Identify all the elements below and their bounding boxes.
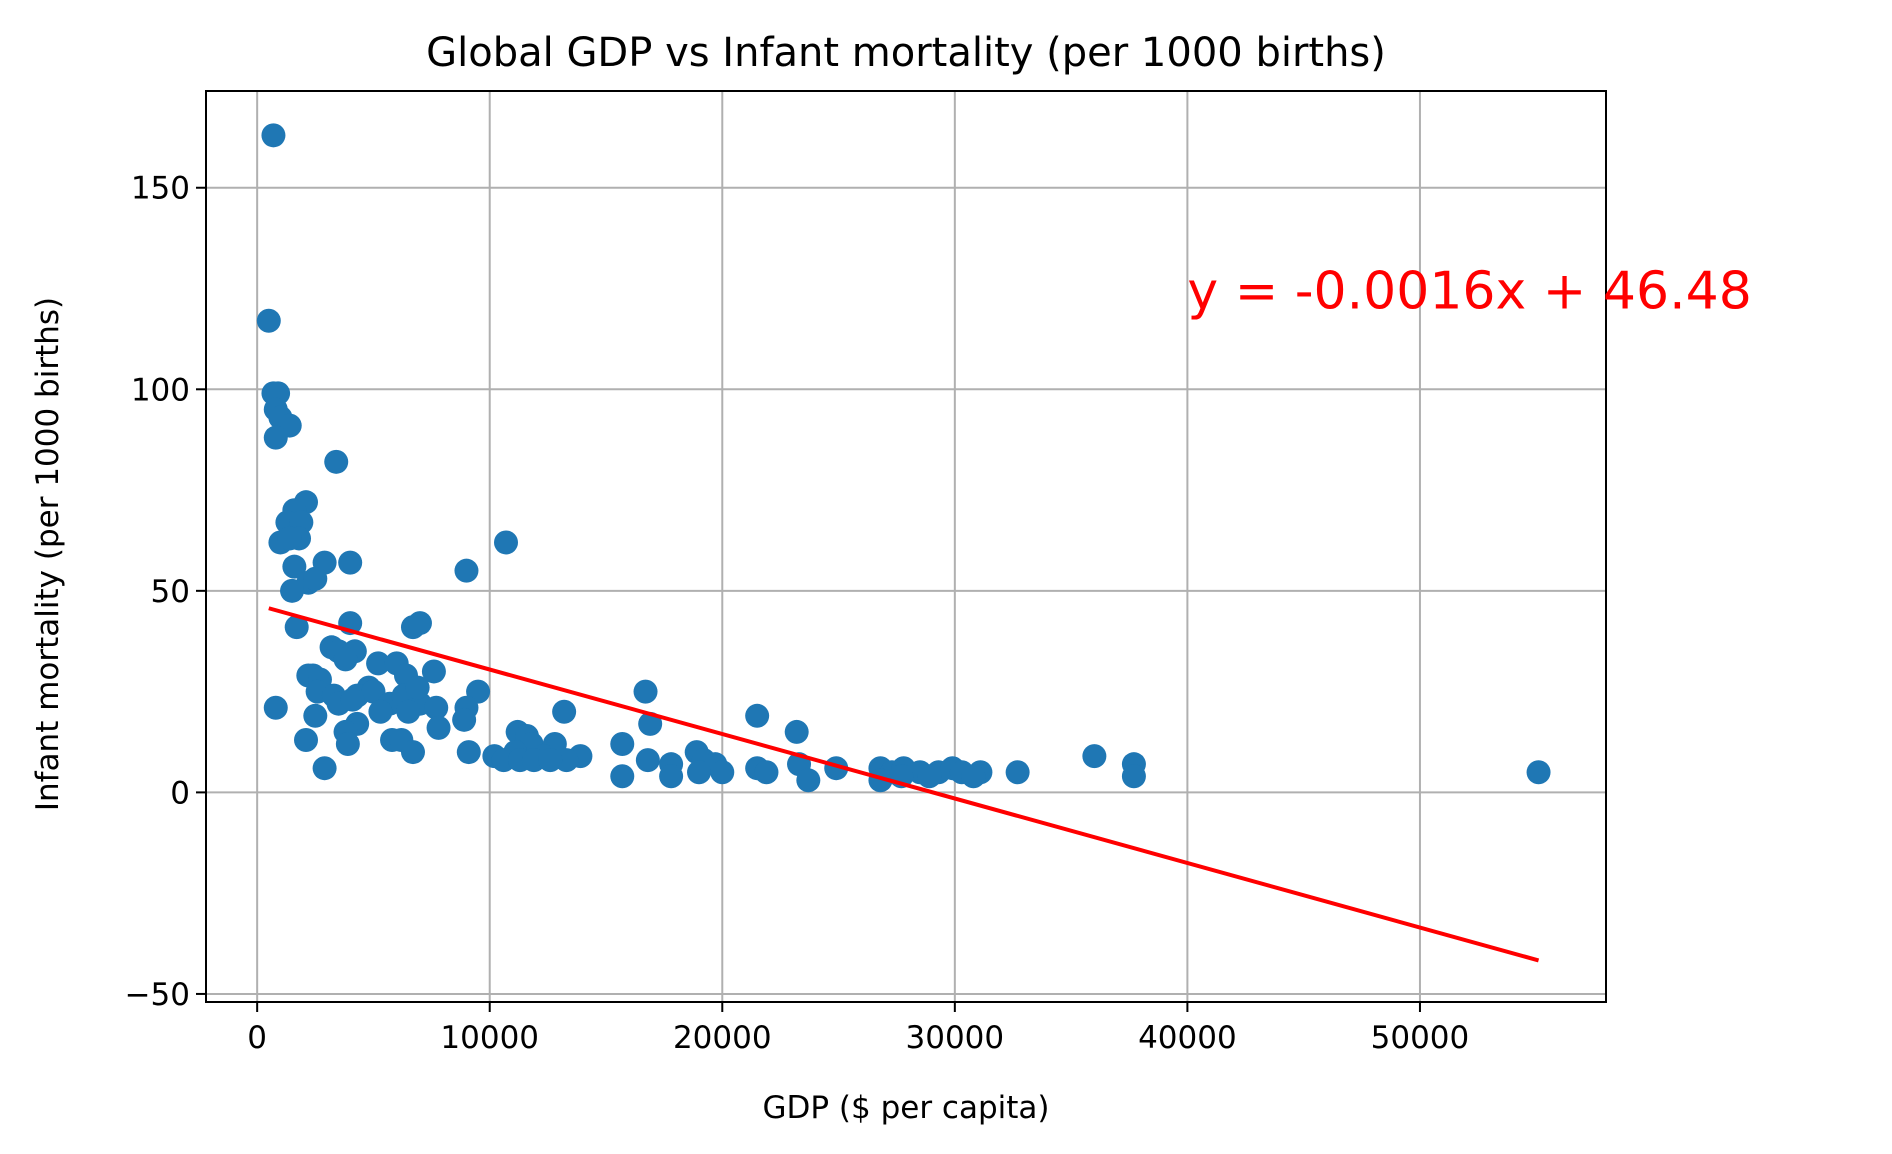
data-point xyxy=(426,715,451,740)
data-point xyxy=(256,308,281,333)
regression-line-layer xyxy=(268,606,1540,963)
y-axis-ticks: −50 0 50 100 150 xyxy=(125,171,206,1013)
x-axis-label: GDP ($ per capita) xyxy=(762,1090,1049,1126)
data-point xyxy=(366,651,391,676)
data-point xyxy=(424,695,449,720)
y-tick-label: 50 xyxy=(151,574,190,610)
data-point xyxy=(335,732,360,757)
data-point xyxy=(263,695,288,720)
data-point xyxy=(633,679,658,704)
data-point xyxy=(294,727,318,752)
data-point xyxy=(745,703,770,728)
data-point xyxy=(282,554,307,579)
data-point xyxy=(1082,744,1107,769)
data-point xyxy=(784,719,809,744)
plot-frame xyxy=(205,90,1607,1003)
data-point xyxy=(303,703,328,728)
data-point xyxy=(400,740,425,765)
data-point xyxy=(368,699,393,724)
data-point xyxy=(1526,760,1551,785)
data-point xyxy=(710,760,735,785)
y-tick-label: 100 xyxy=(131,372,190,408)
data-points xyxy=(256,123,1551,793)
data-point xyxy=(303,566,328,591)
data-point xyxy=(452,707,477,732)
data-point xyxy=(324,449,349,474)
x-tick-label: 0 xyxy=(247,1020,267,1056)
data-point xyxy=(610,732,635,757)
x-tick-label: 50000 xyxy=(1371,1020,1470,1056)
x-tick-label: 20000 xyxy=(673,1020,772,1056)
data-point xyxy=(638,711,663,736)
data-point xyxy=(635,748,660,773)
regression-equation-label: y = -0.0016x + 46.48 xyxy=(1187,262,1751,322)
data-point xyxy=(456,740,481,765)
data-point xyxy=(961,764,986,789)
data-point xyxy=(312,756,337,781)
data-point xyxy=(263,425,288,450)
chart-title: Global GDP vs Infant mortality (per 1000… xyxy=(426,30,1386,76)
data-point xyxy=(396,699,421,724)
data-point xyxy=(407,611,432,636)
x-tick-label: 40000 xyxy=(1138,1020,1237,1056)
y-tick-label: 0 xyxy=(170,775,190,811)
y-tick-label: 150 xyxy=(131,171,190,207)
data-point xyxy=(494,530,518,555)
data-point xyxy=(405,675,430,700)
data-point xyxy=(754,760,779,785)
data-point xyxy=(340,687,365,712)
data-point xyxy=(277,526,302,551)
data-point xyxy=(796,768,821,793)
data-point xyxy=(687,760,712,785)
data-point xyxy=(261,123,286,148)
data-point xyxy=(1121,764,1146,789)
grid-lines xyxy=(206,91,1606,1002)
data-point xyxy=(659,764,684,789)
data-point xyxy=(333,647,358,672)
data-point xyxy=(917,764,942,789)
data-point xyxy=(338,550,363,575)
data-point xyxy=(454,558,479,583)
x-axis-ticks: 0 10000 20000 30000 40000 50000 xyxy=(247,1002,1469,1056)
data-point xyxy=(421,659,446,684)
data-point xyxy=(538,748,563,773)
data-point xyxy=(552,699,577,724)
y-axis-label: Infant mortality (per 1000 births) xyxy=(30,297,66,811)
x-tick-label: 30000 xyxy=(906,1020,1005,1056)
regression-line xyxy=(268,606,1540,963)
data-point xyxy=(280,578,305,603)
x-tick-label: 10000 xyxy=(440,1020,539,1056)
data-point xyxy=(1005,760,1030,785)
y-tick-label: −50 xyxy=(125,977,190,1013)
data-point xyxy=(284,615,309,640)
data-point xyxy=(610,764,635,789)
